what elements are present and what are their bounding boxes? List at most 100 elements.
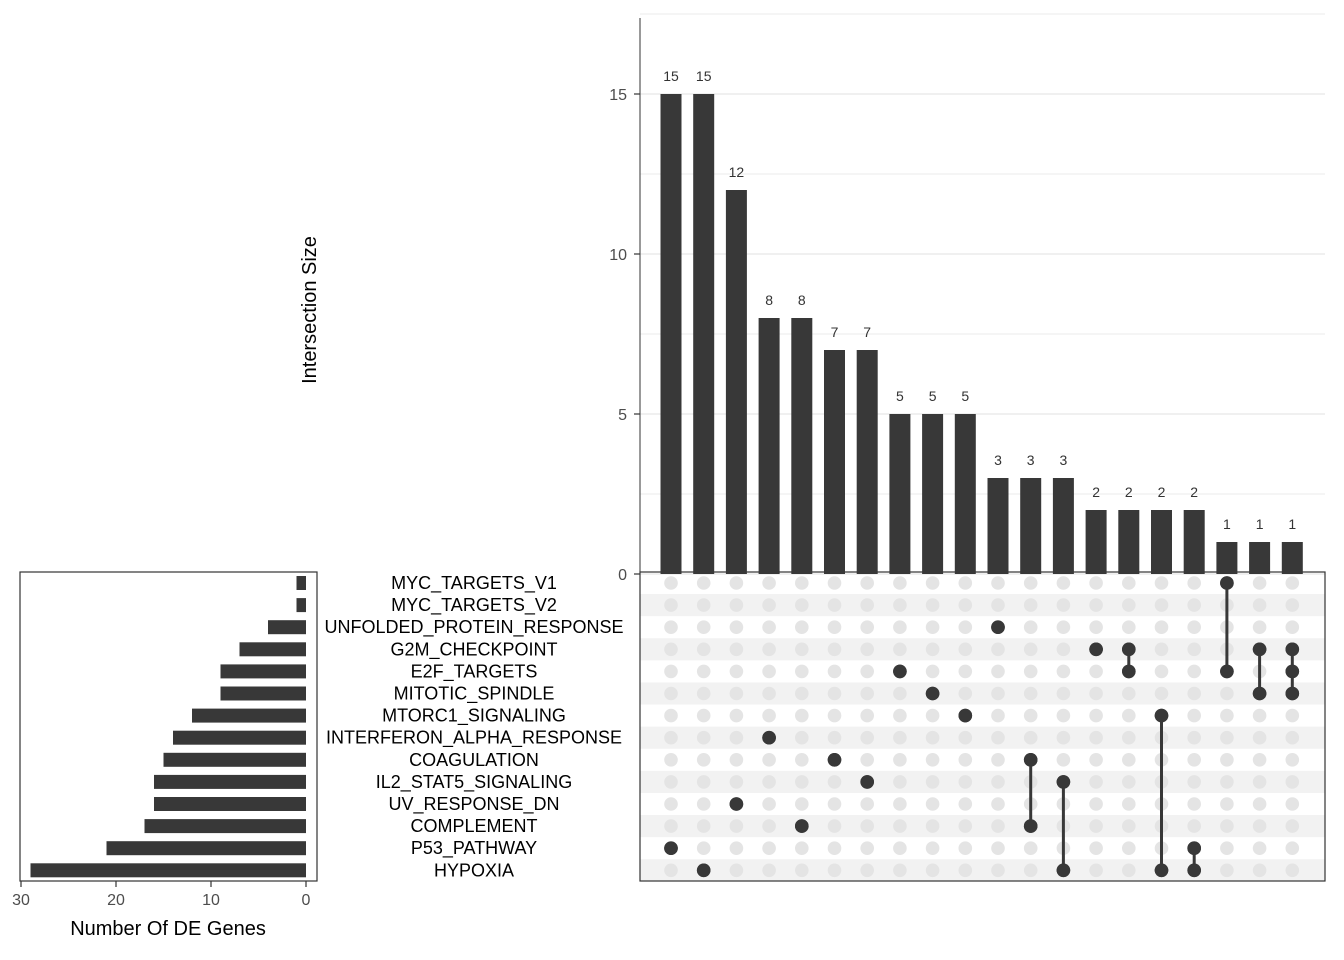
matrix-stripe	[640, 815, 1325, 838]
matrix-stripe	[640, 594, 1325, 617]
matrix-dot-inactive	[729, 664, 744, 679]
matrix-dot-inactive	[827, 841, 842, 855]
set-label: COMPLEMENT	[410, 816, 537, 836]
intersection-bar	[889, 414, 911, 574]
set-size-bar	[220, 686, 306, 701]
matrix-dot-active	[1187, 863, 1201, 878]
set-size-panel: 30 20 10 0	[12, 571, 318, 909]
set-label: MITOTIC_SPINDLE	[394, 684, 555, 705]
matrix-dot-inactive	[925, 620, 940, 634]
set-size-axis-tick-label: 0	[302, 892, 311, 909]
matrix-dot-inactive	[958, 797, 973, 811]
matrix-dot-inactive	[1122, 819, 1136, 833]
matrix-dot-inactive	[1122, 620, 1136, 634]
matrix-dot-inactive	[991, 686, 1005, 701]
matrix-dot-inactive	[1056, 598, 1071, 612]
matrix-dot-inactive	[1154, 620, 1169, 634]
intersection-bar-label: 3	[994, 452, 1002, 468]
matrix-dot-inactive	[1220, 841, 1234, 855]
matrix-dot-inactive	[1023, 576, 1038, 590]
matrix-dot-inactive	[1122, 797, 1136, 811]
matrix-dot-inactive	[696, 819, 711, 833]
matrix-dot-inactive	[1154, 598, 1169, 612]
intersection-bar-label: 5	[929, 388, 937, 404]
matrix-dot-inactive	[827, 598, 842, 612]
set-size-axis-tick-label: 10	[202, 892, 220, 909]
matrix-dot-inactive	[1187, 708, 1201, 723]
matrix-dot-inactive	[729, 708, 744, 723]
intersection-bar-label: 7	[863, 324, 871, 340]
intersection-bar-label: 8	[798, 292, 806, 308]
matrix-dot-inactive	[925, 598, 940, 612]
matrix-dot-inactive	[1285, 775, 1300, 789]
intersection-bar	[725, 190, 747, 574]
matrix-dot-inactive	[1056, 642, 1071, 657]
matrix-dot-inactive	[827, 775, 842, 789]
matrix-dot-inactive	[958, 730, 973, 745]
intersection-bar	[1183, 510, 1205, 574]
matrix-dot-inactive	[1252, 797, 1267, 811]
matrix-dot-inactive	[795, 664, 809, 679]
matrix-dot-inactive	[991, 797, 1005, 811]
matrix-dot-active	[1220, 576, 1234, 590]
matrix-dot-inactive	[827, 819, 842, 833]
matrix-dot-inactive	[1056, 708, 1071, 723]
intersection-bar	[1249, 542, 1271, 574]
intersection-bar-label: 15	[663, 68, 679, 84]
matrix-dot-inactive	[1285, 620, 1300, 634]
matrix-dot-inactive	[696, 576, 711, 590]
matrix-dot-inactive	[925, 730, 940, 745]
set-size-bar	[106, 841, 306, 856]
set-label: MYC_TARGETS_V2	[391, 595, 557, 616]
matrix-dot-inactive	[795, 863, 809, 878]
matrix-dot-inactive	[991, 863, 1005, 878]
set-label: HYPOXIA	[434, 860, 514, 880]
matrix-dot-inactive	[893, 819, 907, 833]
matrix-dot-inactive	[696, 775, 711, 789]
matrix-dot-inactive	[1220, 819, 1234, 833]
matrix-dot-inactive	[729, 686, 744, 701]
matrix-dot-inactive	[729, 576, 744, 590]
matrix-dot-inactive	[729, 620, 744, 634]
set-label: INTERFERON_ALPHA_RESPONSE	[326, 728, 622, 749]
set-label: G2M_CHECKPOINT	[390, 639, 557, 660]
matrix-dot-inactive	[860, 598, 874, 612]
matrix-dot-inactive	[1252, 863, 1267, 878]
matrix-dot-active	[860, 775, 874, 789]
matrix-dot-inactive	[1023, 730, 1038, 745]
matrix-dot-inactive	[1252, 841, 1267, 855]
matrix-dot-inactive	[762, 797, 776, 811]
intersection-bar	[660, 94, 682, 574]
matrix-dot-inactive	[1285, 797, 1300, 811]
matrix-dot-inactive	[664, 819, 678, 833]
matrix-dot-active	[893, 664, 907, 679]
matrix-dot-inactive	[1122, 730, 1136, 745]
matrix-dot-inactive	[958, 686, 973, 701]
matrix-dot-inactive	[1220, 708, 1234, 723]
matrix-dot-inactive	[925, 642, 940, 657]
intersection-bar	[791, 318, 813, 574]
matrix-dot-inactive	[696, 708, 711, 723]
matrix-dot-inactive	[991, 576, 1005, 590]
matrix-dot-inactive	[1056, 686, 1071, 701]
matrix-dot-inactive	[1023, 664, 1038, 679]
matrix-dot-inactive	[762, 775, 776, 789]
intersection-bar	[1118, 510, 1140, 574]
intersection-bar	[856, 350, 878, 574]
matrix-dot-inactive	[1023, 686, 1038, 701]
matrix-dot-inactive	[1220, 863, 1234, 878]
matrix-dot-inactive	[664, 664, 678, 679]
matrix-dot-inactive	[664, 642, 678, 657]
matrix-dot-inactive	[664, 598, 678, 612]
intersection-bar-label: 8	[765, 292, 773, 308]
matrix-dot-inactive	[860, 686, 874, 701]
matrix-dot-inactive	[696, 753, 711, 767]
matrix-dot-inactive	[1187, 620, 1201, 634]
matrix-dot-inactive	[664, 708, 678, 723]
matrix-dot-inactive	[696, 797, 711, 811]
matrix-dot-active	[991, 620, 1005, 634]
matrix-dot-inactive	[664, 797, 678, 811]
matrix-dot-inactive	[860, 753, 874, 767]
matrix-dot-inactive	[1089, 620, 1103, 634]
matrix-dot-inactive	[958, 753, 973, 767]
